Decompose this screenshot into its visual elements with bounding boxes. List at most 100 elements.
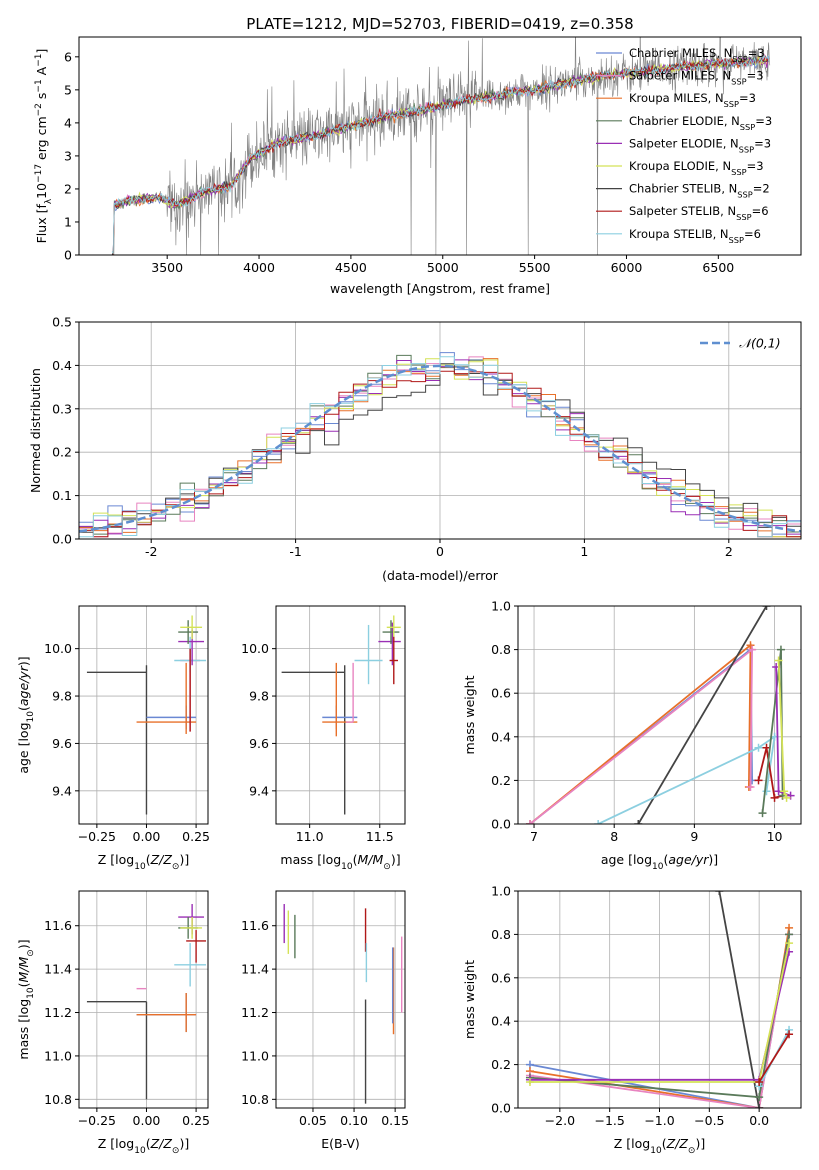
weight-point-marker [780,787,789,796]
weight-series-line [718,891,760,1108]
weight-series-line [597,734,776,824]
weight-point-marker [755,1104,764,1108]
weight-point-marker [525,1077,534,1086]
y-tick-label: 11.0 [241,1048,269,1063]
axes-frame [517,605,802,825]
y-tick-label: 0.3 [52,401,72,416]
weight-point-marker [755,1093,764,1102]
legend-label: Kroupa ELODIE, NSSP=3 [629,159,764,177]
x-tick-label: 1 [580,544,588,559]
normal-distribution-curve [79,364,801,533]
y-tick-label: 3 [64,148,72,163]
y-tick-label: 0.8 [491,927,511,942]
y-tick-label: 0.4 [52,358,72,373]
weight-point-marker [776,645,785,654]
weight-point-marker [594,820,603,824]
weight-series-line [637,606,768,824]
x-axis-label: Z [log10(Z/Z⊙)] [98,852,189,872]
y-tick-label: 9.8 [249,689,269,704]
x-axis-label: mass [log10(M/M⊙)] [280,852,400,872]
x-tick-label: 6000 [611,260,643,275]
histogram-plot-area [79,352,801,538]
weight-point-marker [758,809,767,818]
y-tick-label: 9.6 [52,736,72,751]
x-tick-label: 0.00 [133,829,161,844]
axes-frame [275,890,406,1109]
weight-point-marker [754,776,763,785]
y-axis-label: Flux [fλ10−17 erg cm−2 s−1 A−1] [34,49,54,244]
legend-label: Chabrier MILES, NSSP=3 [629,46,765,64]
x-tick-label: −0.5 [694,1113,724,1128]
weight-point-marker [634,820,643,824]
x-tick-label: −2.0 [545,1113,575,1128]
x-tick-label: -2 [145,544,157,559]
weight-point-marker [755,1077,764,1086]
x-tick-label: 11.0 [296,829,324,844]
weight-series-line [757,747,783,799]
x-tick-label: −0.25 [78,829,116,844]
axes-frame [78,605,209,825]
x-tick-label: −0.25 [78,1113,116,1128]
data-spectrum-line [112,37,771,255]
y-axis-label: age [log10(age/yr)] [16,656,36,773]
weight-point-marker [782,793,791,802]
spectrum-plot-area [111,37,771,255]
weight-point-marker [770,793,779,802]
x-axis-label: Z [log10(Z/Z⊙)] [614,1136,705,1156]
weight-series-line [758,1033,790,1083]
plot-area [526,606,795,824]
legend-label: Salpeter MILES, NSSP=3 [629,69,764,87]
spectrum-panel: 3500 4000 4500 5000 5500 6000 6500 0 1 2 3 4 5 6 wavel… [34,36,802,296]
model-spectrum-line [112,55,770,255]
y-tick-label: 10.8 [241,1092,269,1107]
weight-point-marker [748,645,757,654]
plot-area [281,615,401,815]
y-tick-label: 0.0 [52,532,72,547]
legend-label: Chabrier STELIB, NSSP=2 [629,182,770,200]
x-tick-label: 2 [725,544,733,559]
legend-label: Salpeter ELODIE, NSSP=3 [629,136,771,154]
mass-vs-ebv-panel: 0.05 0.10 0.15 10.8 11.0 11.2 11.4 11.6 E(B-V) [241,890,409,1151]
x-tick-label: 8 [610,829,618,844]
x-axis-label: E(B-V) [321,1136,360,1151]
weight-point-marker [774,656,783,665]
y-tick-label: 5 [64,82,72,97]
y-tick-label: 11.6 [241,918,269,933]
age-vs-metallicity-panel: −0.25 0.00 0.25 9.4 9.6 9.8 10.0 Z [log10(Z/Z⊙)… [16,605,210,872]
legend-label: Salpeter STELIB, NSSP=6 [629,204,769,222]
weight-point-marker [762,606,771,610]
y-tick-label: 1.0 [491,884,511,899]
weight-point-marker [785,1030,794,1039]
weight-point-marker [762,787,771,796]
weight-point-marker [746,641,755,650]
x-tick-label: 0.0 [749,1113,769,1128]
y-tick-label: 1.0 [491,599,511,614]
x-tick-label: 5500 [519,260,551,275]
weight-point-marker [785,939,794,948]
x-tick-label: 3500 [151,260,183,275]
y-tick-label: 0 [64,248,72,263]
y-tick-label: 1 [64,214,72,229]
age-vs-mass-panel: 11.0 11.5 9.4 9.6 9.8 10.0 mass [log10(M/M⊙)] [241,605,406,872]
mass-vs-metallicity-panel: −0.25 0.00 0.25 10.8 11.0 11.2 11.4 11.6 Z [log1… [16,890,210,1156]
legend-label: Chabrier ELODIE, NSSP=3 [629,114,772,132]
y-tick-label: 9.6 [249,736,269,751]
y-tick-label: 6 [64,49,72,64]
y-tick-label: 4 [64,115,72,130]
y-tick-label: 11.2 [44,1005,72,1020]
mass-weight-vs-metallicity-panel: −2.0 −1.5 −1.0 −0.5 0.0 0.0 0.2 0.4 0.6 0.8 1.0 mas… [462,884,802,1156]
x-axis-label: wavelength [Angstrom, rest frame] [330,281,550,296]
x-axis-label: (data-model)/error [382,568,499,583]
y-axis-label: mass weight [462,960,477,1039]
x-tick-label: 0.00 [133,1113,161,1128]
y-tick-label: 11.4 [44,962,72,977]
model-spectrum-line [112,56,770,255]
y-tick-label: 0.4 [491,729,511,744]
weight-point-marker [715,891,724,895]
y-axis-label: Normed distribution [28,368,43,493]
x-tick-label: −1.5 [594,1113,624,1128]
x-tick-label: -1 [289,544,301,559]
y-tick-label: 0.2 [491,1057,511,1072]
y-tick-label: 11.6 [44,918,72,933]
